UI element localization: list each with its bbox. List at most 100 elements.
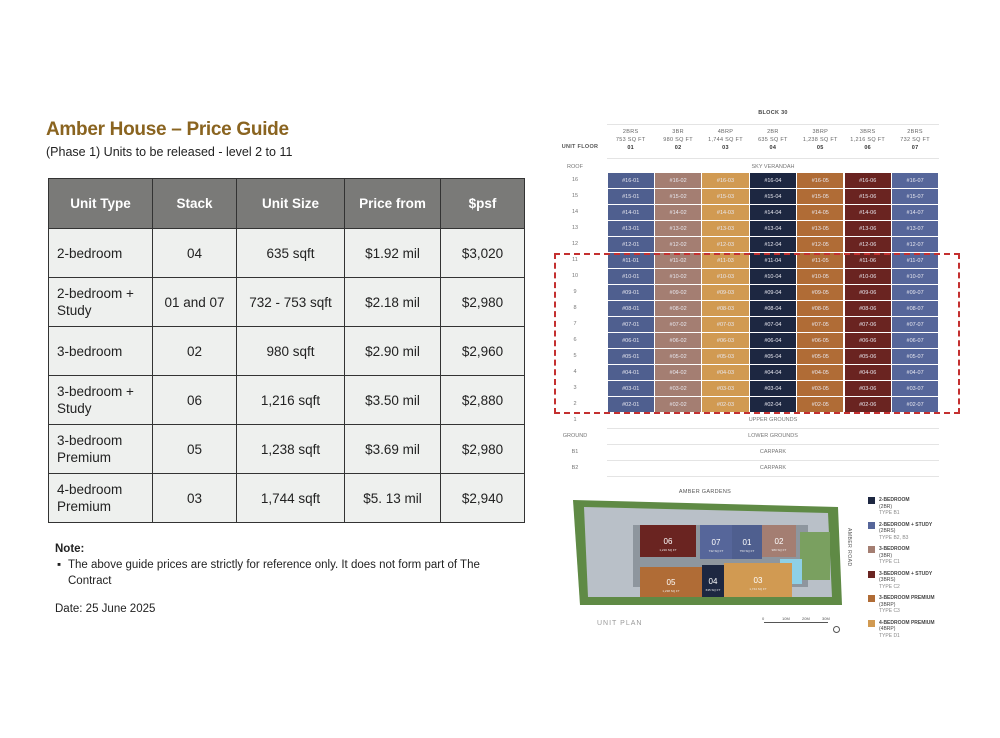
stack-header-06: 3BRS 1,216 SQ FT 06 (844, 128, 891, 152)
floor-use-text: UPPER GROUNDS (748, 417, 798, 423)
page-title: Amber House – Price Guide (46, 119, 289, 140)
cell-psf: $2,960 (440, 326, 525, 376)
unit-cell: #09-07 (891, 285, 939, 300)
unit-cell: #02-03 (702, 397, 749, 412)
stack-type: 2BR (767, 129, 779, 135)
floor-label-12: 12 (571, 241, 579, 247)
stack-size: 753 SQ FT (615, 137, 646, 143)
page-subtitle: (Phase 1) Units to be released - level 2… (46, 145, 293, 159)
site-unit-01: 01 753 SQ FT (732, 525, 762, 559)
unit-cell: #04-04 (749, 365, 797, 380)
unit-cell: #05-01 (607, 349, 654, 364)
unit-cell: #05-04 (749, 349, 797, 364)
unit-cell: #12-06 (844, 237, 891, 252)
unit-cell: #10-01 (607, 269, 654, 284)
stack-type: 3BR (672, 129, 684, 135)
unit-cell: #11-05 (797, 253, 844, 268)
legend-code: (4BRP) (879, 626, 896, 632)
divider (607, 476, 939, 477)
unit-cell: #12-02 (654, 237, 702, 252)
stack-number: 07 (911, 145, 919, 151)
stack-type: 3BRS (859, 129, 876, 135)
unit-cell: #04-01 (607, 365, 654, 380)
unit-cell: #14-05 (797, 205, 844, 220)
unit-cell: #14-03 (702, 205, 749, 220)
cell-psf: $2,940 (440, 473, 525, 523)
legend-name: 3-BEDROOM (879, 546, 910, 552)
unit-cell: #14-06 (844, 205, 891, 220)
floor-label-14: 14 (571, 209, 579, 215)
cell-psf: $2,980 (440, 277, 525, 327)
stack-size: 1,238 SQ FT (802, 137, 838, 143)
cell-stack: 04 (152, 228, 237, 278)
legend-type: TYPE B1 (879, 510, 900, 516)
unit-cell: #11-01 (607, 253, 654, 268)
stack-size: 635 SQ FT (758, 137, 788, 143)
table-row: 2-bedroom + Study 01 and 07 732 - 753 sqft… (48, 277, 525, 327)
legend-swatch (868, 497, 875, 504)
site-unit-number: 07 (712, 538, 721, 547)
unit-cell: #06-05 (797, 333, 844, 348)
stack-number: 04 (769, 145, 777, 151)
legend-name: 4-BEDROOM PREMIUM (879, 619, 935, 626)
unit-cell: #16-03 (702, 173, 749, 188)
legend-item: 3-BEDROOM PREMIUM (3BRP) TYPE C3 (868, 595, 935, 615)
unit-cell: #09-01 (607, 285, 654, 300)
release-highlight-box (554, 253, 960, 414)
divider (607, 460, 939, 461)
cell-unit-size: 635 sqft (236, 228, 345, 278)
legend-type: TYPE B2, B3 (879, 534, 909, 541)
legend-item: 4-BEDROOM PREMIUM (4BRP) TYPE D1 (868, 619, 935, 640)
unit-cell: #05-02 (654, 349, 702, 364)
unit-cell: #13-06 (844, 221, 891, 236)
legend-type: TYPE D1 (879, 632, 900, 639)
header-unit-type: Unit Type (48, 178, 153, 229)
header-price-from: Price from (344, 178, 441, 229)
unit-cell: #03-01 (607, 381, 654, 396)
unit-cell: #13-01 (607, 221, 654, 236)
unit-cell: #02-02 (654, 397, 702, 412)
stack-type: 3BRP (812, 129, 829, 135)
stack-number: 05 (816, 145, 824, 151)
cell-price-from: $2.18 mil (344, 277, 441, 327)
floor-use-text: CARPARK (759, 465, 787, 471)
unit-cell: #10-05 (797, 269, 844, 284)
stack-type: 2BRS (622, 129, 639, 135)
floor-label-7: 7 (573, 321, 577, 327)
legend-type: TYPE C3 (879, 608, 900, 614)
note-label: Note: (55, 543, 85, 555)
unit-cell: #13-03 (702, 221, 749, 236)
legend-swatch (868, 546, 875, 553)
floor-label-2: 2 (573, 401, 577, 407)
legend-name: 2-BEDROOM + STUDY (879, 521, 933, 528)
stack-header-02: 3BR 980 SQ FT 02 (654, 128, 701, 152)
stack-header-01: 2BRS 753 SQ FT 01 (607, 128, 654, 152)
floor-label-15: 15 (571, 193, 579, 199)
unit-cell: #08-04 (749, 301, 797, 316)
unit-cell: #13-07 (891, 221, 939, 236)
table-row: 3-bedroom 02 980 sqft $2.90 mil $2,960 (48, 326, 525, 376)
site-unit-size: 635 SQ FT (706, 588, 721, 592)
unit-cell: #16-05 (797, 173, 844, 188)
unit-cell: #15-06 (844, 189, 891, 204)
unit-cell: #06-07 (891, 333, 939, 348)
cell-unit-type: 2-bedroom + Study (48, 277, 153, 327)
unit-cell: #08-01 (607, 301, 654, 316)
unit-plan-caption: UNIT PLAN (597, 620, 643, 627)
floor-label-lower: 1 (573, 417, 577, 423)
stack-number: 06 (864, 145, 872, 151)
unit-cell: #15-01 (607, 189, 654, 204)
unit-cell: #08-02 (654, 301, 702, 316)
header-stack: Stack (152, 178, 237, 229)
cell-unit-type: 3-bedroom Premium (48, 424, 153, 474)
unit-cell: #15-07 (891, 189, 939, 204)
stack-size: 1,744 SQ FT (708, 137, 743, 143)
cell-stack: 02 (152, 326, 237, 376)
floor-label-4: 4 (573, 369, 577, 375)
unit-cell: #03-04 (749, 381, 797, 396)
floor-label-10: 10 (571, 273, 579, 279)
legend-code: (3BRP) (879, 601, 896, 608)
unit-cell: #16-02 (654, 173, 702, 188)
stack-size: 1,216 SQ FT (850, 137, 886, 143)
unit-cell: #07-01 (607, 317, 654, 332)
